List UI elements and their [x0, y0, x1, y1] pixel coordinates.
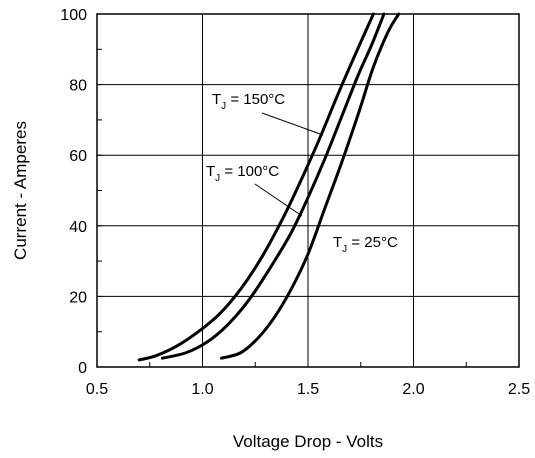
- y-tick-label: 0: [78, 360, 87, 377]
- x-tick-label: 1.0: [191, 381, 213, 398]
- x-tick-label: 2.5: [508, 381, 530, 398]
- y-axis-label: Current - Amperes: [11, 121, 30, 260]
- y-tick-label: 40: [69, 219, 87, 236]
- series-group: [137, 12, 401, 362]
- series-line-1: [137, 12, 375, 362]
- x-tick-label: 1.5: [297, 381, 319, 398]
- annotation-leader-1: [261, 112, 324, 136]
- annotation-label-1: TJ = 150°C: [212, 91, 285, 112]
- y-tick-label: 60: [69, 148, 87, 165]
- annotations: TJ = 150°C TJ = 100°C TJ = 25°C: [206, 91, 398, 255]
- x-tick-label: 0.5: [86, 381, 108, 398]
- series-line-3: [219, 12, 401, 360]
- annotation-label-2: TJ = 100°C: [206, 163, 279, 184]
- y-tick-label: 80: [69, 78, 87, 95]
- x-tick-label: 2.0: [402, 381, 424, 398]
- plot-area-frame: [96, 13, 520, 368]
- grid: [97, 14, 519, 367]
- y-tick-label: 20: [69, 289, 87, 306]
- minor-ticks: [97, 48, 467, 367]
- x-axis-label: Voltage Drop - Volts: [233, 432, 383, 451]
- annotation-label-3: TJ = 25°C: [333, 234, 398, 255]
- series-line-2: [160, 12, 386, 360]
- annotation-leader-2: [254, 183, 303, 217]
- y-tick-label: 100: [60, 7, 87, 24]
- tick-labels: 0.5 1.0 1.5 2.0 2.5 0 20 40 60 80 100: [60, 7, 530, 398]
